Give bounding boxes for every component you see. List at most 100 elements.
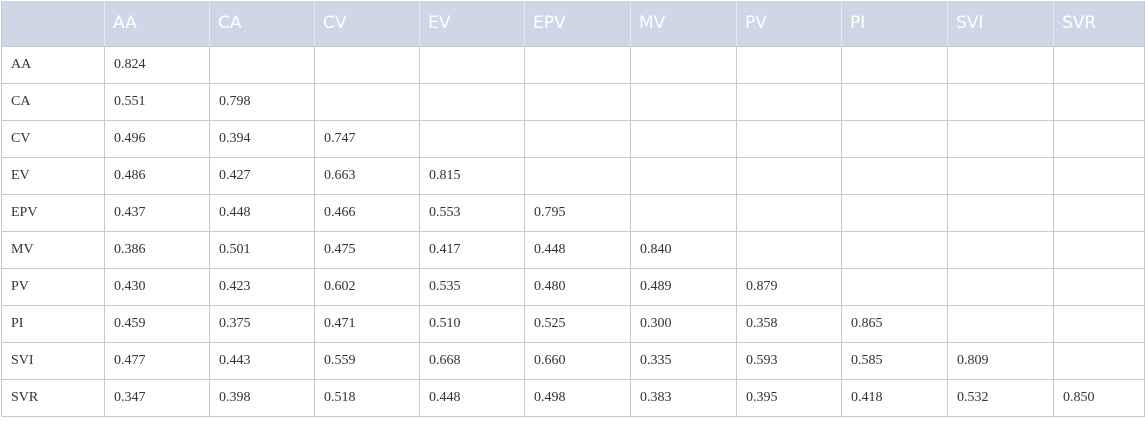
table-cell	[947, 45, 1054, 84]
row-label: AA	[1, 45, 105, 84]
table-cell: 0.501	[209, 230, 315, 269]
table-row: PI 0.459 0.375 0.471 0.510 0.525 0.300 0.358 0.8…	[1, 304, 1145, 343]
table-cell: 0.335	[630, 341, 737, 380]
table-cell	[947, 119, 1054, 158]
table-cell: 0.395	[736, 378, 842, 417]
table-cell	[630, 45, 737, 84]
header-row: AA CA CV EV EPV MV PV PI SVI SVR	[1, 1, 1145, 47]
table-cell: 0.398	[209, 378, 315, 417]
header-cell-pv: PV	[736, 1, 842, 47]
table-cell: 0.358	[736, 304, 842, 343]
table-cell	[524, 119, 631, 158]
table-cell: 0.815	[419, 156, 525, 195]
table-row: MV 0.386 0.501 0.475 0.417 0.448 0.840	[1, 230, 1145, 269]
table-cell	[736, 193, 842, 232]
table-cell: 0.480	[524, 267, 631, 306]
row-label: SVR	[1, 378, 105, 417]
table-cell: 0.798	[209, 82, 315, 121]
table-cell	[314, 82, 420, 121]
table-cell: 0.535	[419, 267, 525, 306]
table-cell	[841, 267, 948, 306]
table-cell	[736, 230, 842, 269]
header-cell-cv: CV	[314, 1, 420, 47]
table-cell	[1053, 341, 1145, 380]
table-body: AA 0.824 CA 0.551 0.798 CV 0.496 0.394 0.747 EV 0.…	[1, 45, 1145, 417]
table-cell	[630, 119, 737, 158]
table-cell	[1053, 304, 1145, 343]
table-cell	[1053, 45, 1145, 84]
table-cell: 0.865	[841, 304, 948, 343]
table-row: CV 0.496 0.394 0.747	[1, 119, 1145, 158]
table-cell: 0.448	[209, 193, 315, 232]
table-cell: 0.496	[104, 119, 210, 158]
table-cell: 0.663	[314, 156, 420, 195]
table-cell: 0.394	[209, 119, 315, 158]
row-label: EV	[1, 156, 105, 195]
table-cell	[630, 82, 737, 121]
table-cell: 0.471	[314, 304, 420, 343]
table-cell	[1053, 119, 1145, 158]
table-cell	[419, 82, 525, 121]
table-cell: 0.840	[630, 230, 737, 269]
table-cell: 0.795	[524, 193, 631, 232]
header-cell-svr: SVR	[1053, 1, 1145, 47]
header-cell-svi: SVI	[947, 1, 1054, 47]
table-cell: 0.417	[419, 230, 525, 269]
table-row: EPV 0.437 0.448 0.466 0.553 0.795	[1, 193, 1145, 232]
table-cell	[314, 45, 420, 84]
header-cell-mv: MV	[630, 1, 737, 47]
table-cell: 0.532	[947, 378, 1054, 417]
table-cell	[419, 119, 525, 158]
table-cell	[1053, 193, 1145, 232]
header-cell-ev: EV	[419, 1, 525, 47]
table-cell: 0.443	[209, 341, 315, 380]
table-cell: 0.386	[104, 230, 210, 269]
table-cell: 0.660	[524, 341, 631, 380]
table-cell	[947, 156, 1054, 195]
table-cell: 0.585	[841, 341, 948, 380]
table-cell: 0.668	[419, 341, 525, 380]
table-cell	[1053, 230, 1145, 269]
table-cell	[736, 119, 842, 158]
table-cell: 0.427	[209, 156, 315, 195]
table-cell: 0.423	[209, 267, 315, 306]
table-cell	[841, 230, 948, 269]
table-cell	[841, 119, 948, 158]
table-row: PV 0.430 0.423 0.602 0.535 0.480 0.489 0.879	[1, 267, 1145, 306]
table-cell: 0.418	[841, 378, 948, 417]
table-cell: 0.879	[736, 267, 842, 306]
table-row: SVR 0.347 0.398 0.518 0.448 0.498 0.383 0.395 0.…	[1, 378, 1145, 417]
header-cell-ca: CA	[209, 1, 315, 47]
table-cell: 0.486	[104, 156, 210, 195]
table-cell	[524, 82, 631, 121]
table-cell: 0.809	[947, 341, 1054, 380]
table-cell	[947, 193, 1054, 232]
table-cell	[947, 82, 1054, 121]
table-cell: 0.489	[630, 267, 737, 306]
table-cell: 0.375	[209, 304, 315, 343]
table-cell	[419, 45, 525, 84]
table-cell	[841, 45, 948, 84]
table-row: CA 0.551 0.798	[1, 82, 1145, 121]
header-cell-corner	[1, 1, 105, 47]
table-cell	[630, 156, 737, 195]
table-cell: 0.747	[314, 119, 420, 158]
row-label: SVI	[1, 341, 105, 380]
table-cell: 0.475	[314, 230, 420, 269]
table-cell	[736, 156, 842, 195]
table-row: SVI 0.477 0.443 0.559 0.668 0.660 0.335 0.593 0.…	[1, 341, 1145, 380]
table-cell: 0.850	[1053, 378, 1145, 417]
table-cell: 0.466	[314, 193, 420, 232]
table-cell: 0.518	[314, 378, 420, 417]
table-cell: 0.593	[736, 341, 842, 380]
table-cell: 0.300	[630, 304, 737, 343]
header-cell-aa: AA	[104, 1, 210, 47]
table-row: EV 0.486 0.427 0.663 0.815	[1, 156, 1145, 195]
header-cell-epv: EPV	[524, 1, 631, 47]
table-cell	[524, 156, 631, 195]
table-cell	[947, 267, 1054, 306]
header-cell-pi: PI	[841, 1, 948, 47]
row-label: PI	[1, 304, 105, 343]
table-cell: 0.430	[104, 267, 210, 306]
row-label: EPV	[1, 193, 105, 232]
